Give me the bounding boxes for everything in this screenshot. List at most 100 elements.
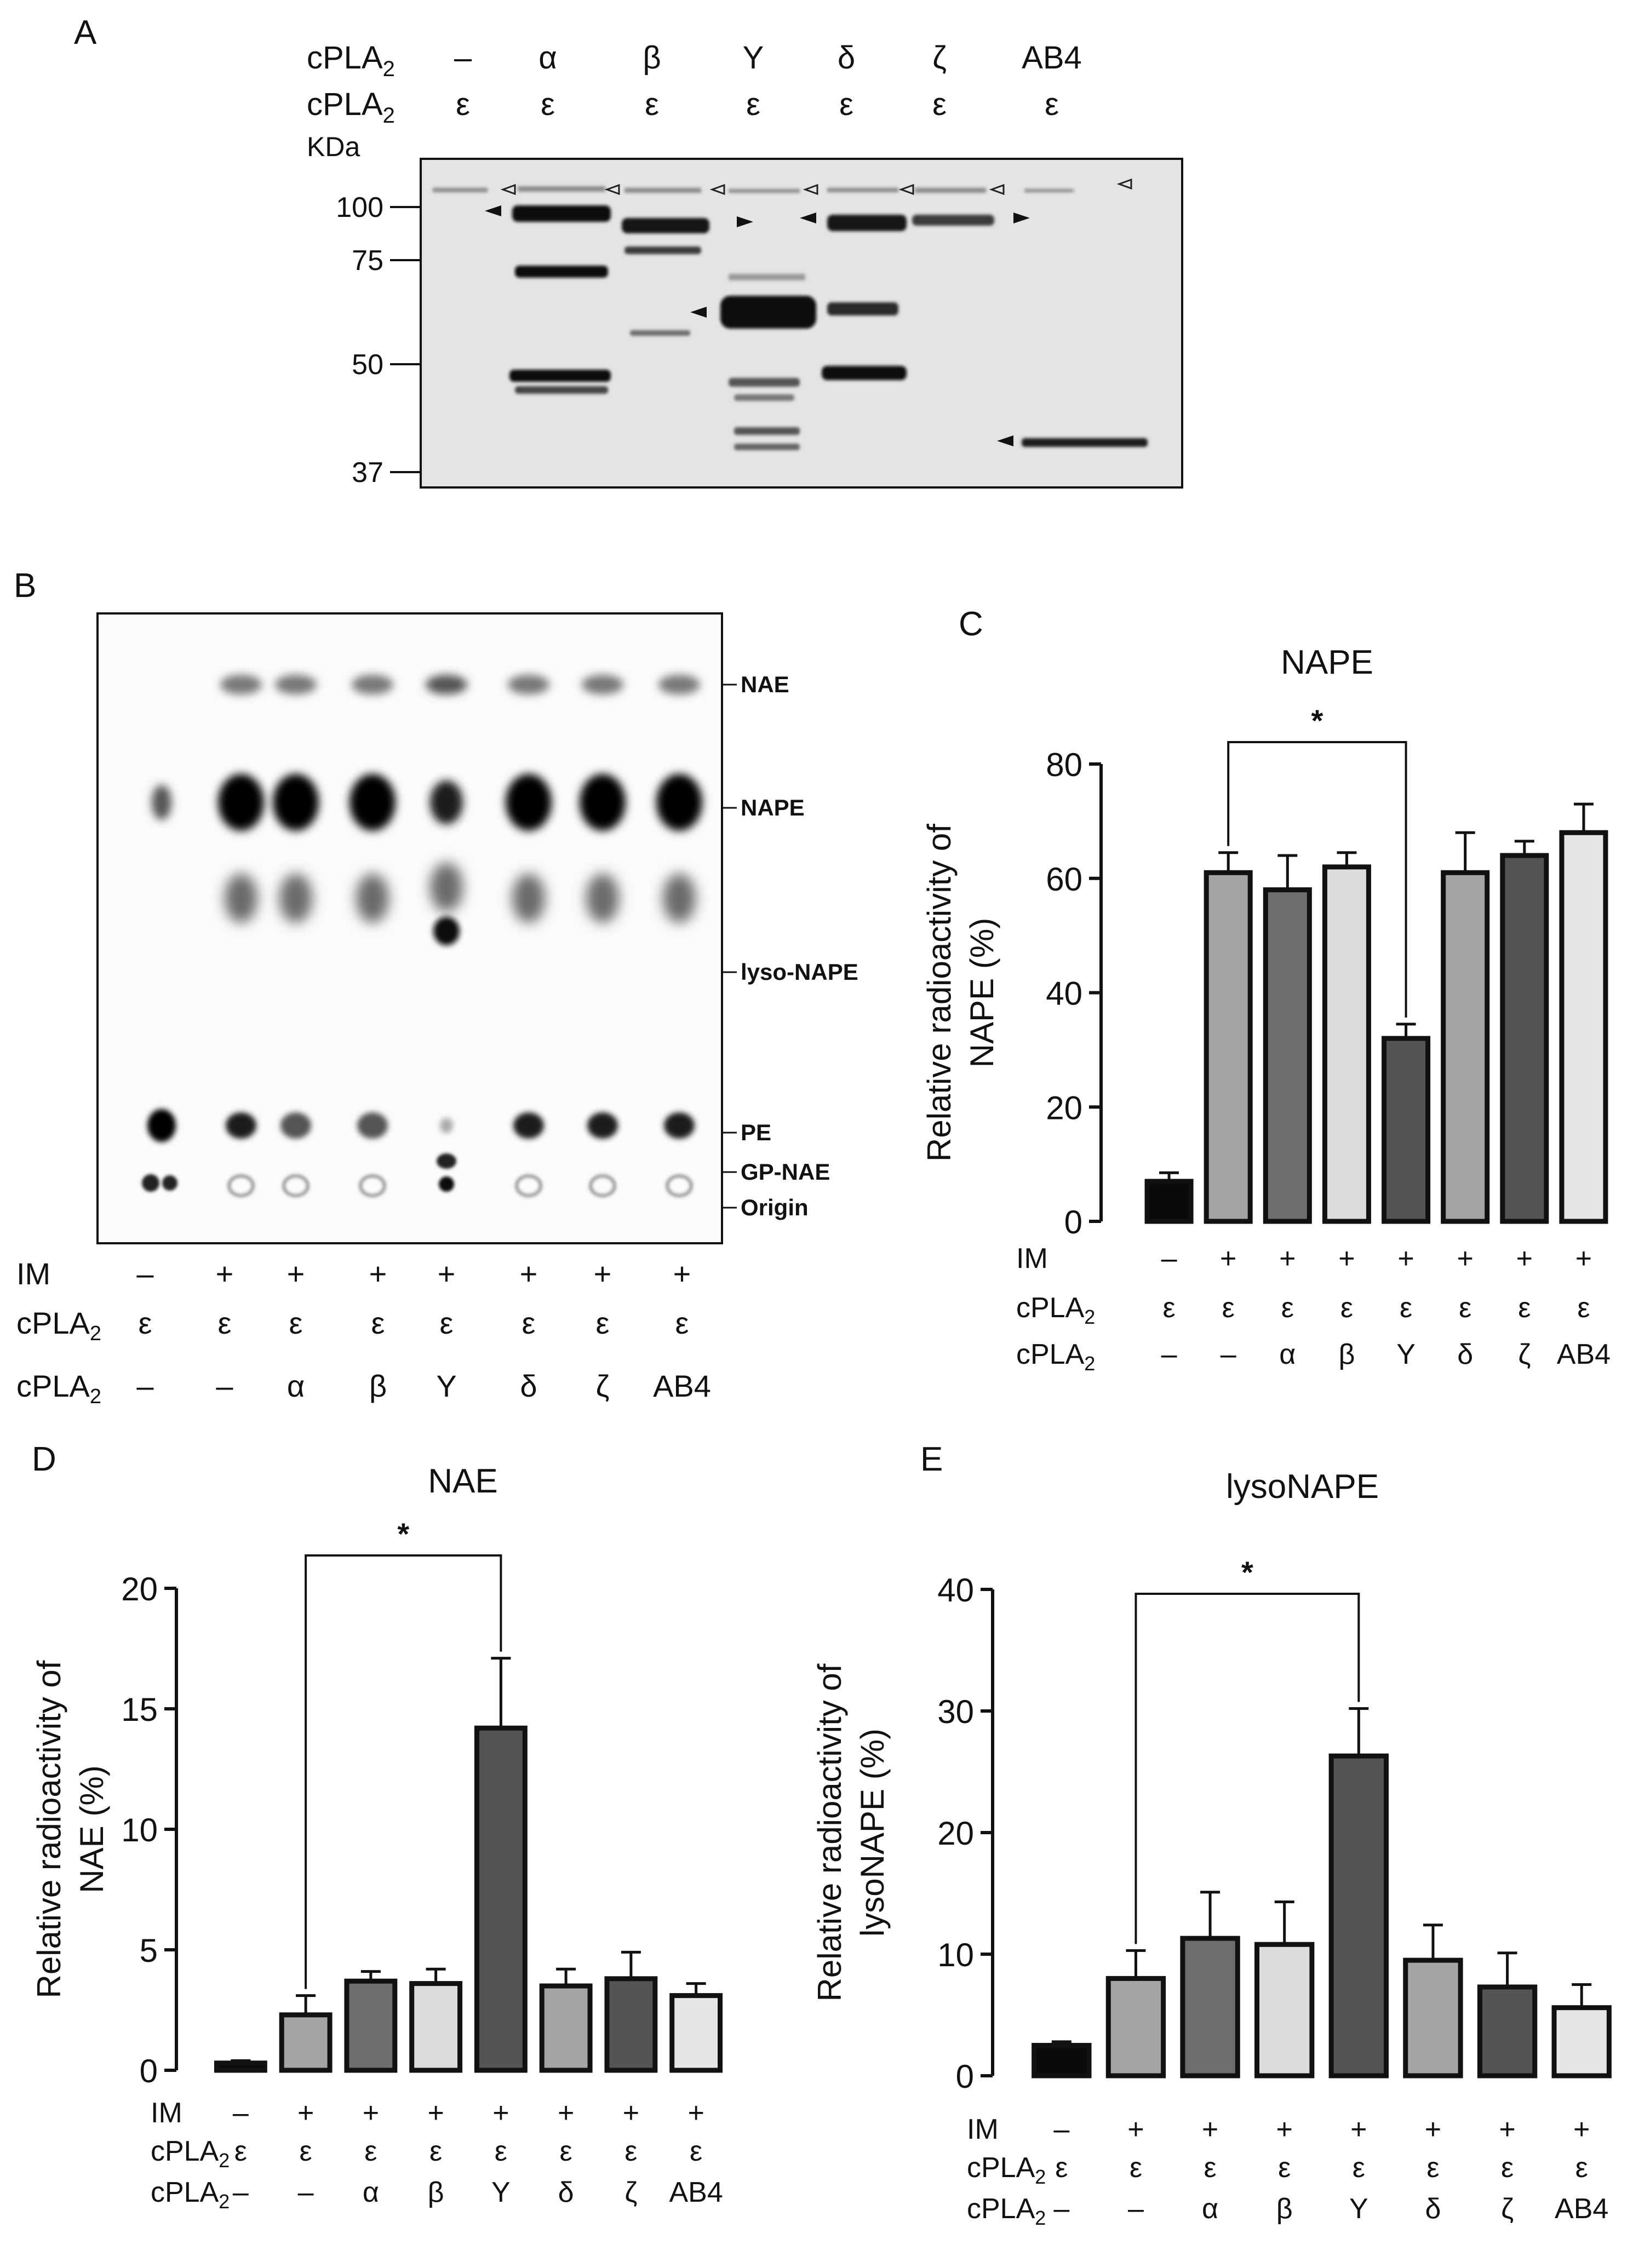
tlc-spot-nae (352, 675, 393, 694)
row-cell-cpla_x: δ (1457, 1339, 1473, 1370)
tlc-spot-pe (587, 1112, 618, 1139)
tlc-spot-nae (275, 675, 317, 694)
mw-marker-label: 37 (352, 457, 383, 489)
tlc-spot-lyso-nape (356, 874, 389, 923)
row-label-cpla-sub: 2 (1035, 2207, 1046, 2229)
row-cell-im: + (1516, 1243, 1533, 1274)
tlc-cpla-x-cell: ζ (596, 1369, 610, 1403)
row-cell-cpla_x: – (1053, 2193, 1069, 2225)
tlc-im-cell: + (520, 1256, 538, 1291)
tlc-spot-lyso-nape (512, 874, 545, 923)
tlc-spot-nape (506, 774, 552, 831)
row-cell-cpla_x: δ (1425, 2193, 1441, 2225)
row-cell-im: + (1279, 1243, 1296, 1274)
tlc-spot-nae (220, 675, 262, 694)
tlc-im-cell: + (673, 1256, 691, 1291)
y-axis-label-line1: Relative radioactivity of (811, 1663, 848, 2001)
tlc-spot-nape (218, 774, 264, 831)
tlc-spot-pe (664, 1112, 695, 1139)
row-label-cpla: cPLA2 (151, 2177, 230, 2213)
bar (214, 2060, 267, 2073)
tlc-band-label: NAPE (741, 795, 805, 820)
tlc-row-label-cpla-sub: 2 (90, 1385, 101, 1408)
blot-row2-cell: ε (541, 87, 555, 122)
row-cell-cpla_e: ε (1281, 1292, 1294, 1324)
panel-label-b: B (14, 567, 36, 605)
tlc-row-label-cpla-text: cPLA (16, 1369, 90, 1403)
tlc-row-label-cpla-sub: 2 (90, 1322, 101, 1345)
bar (1551, 2005, 1612, 2078)
row-label-cpla-sub: 2 (1084, 1306, 1095, 1328)
row-cell-cpla_e: ε (1353, 2152, 1365, 2184)
row-cell-cpla_x: – (1128, 2193, 1144, 2225)
bar (1500, 853, 1549, 1224)
y-tick-label: 20 (937, 1815, 974, 1852)
tlc-im-cell: – (136, 1256, 154, 1291)
row-cell-cpla_e: ε (1501, 2152, 1514, 2184)
row-cell-cpla_e: ε (1400, 1292, 1412, 1324)
y-tick-label: 30 (937, 1693, 974, 1730)
row-cell-im: – (233, 2097, 249, 2129)
row-cell-cpla_x: β (1338, 1339, 1355, 1370)
blot-row2-cell: ε (839, 87, 853, 122)
y-axis-label-line1: Relative radioactivity of (31, 1660, 67, 1998)
row-cell-im: – (1053, 2114, 1069, 2145)
y-tick-label: 0 (140, 2053, 158, 2089)
blot-row2-cell: ε (645, 87, 659, 122)
tlc-spot-nae (658, 675, 700, 694)
tlc-cpla-x-cell: – (216, 1369, 233, 1403)
blot-row2-label: cPLA2 (307, 87, 395, 128)
bar (669, 1993, 723, 2073)
tlc-row-label-cpla-text: cPLA (16, 1306, 90, 1340)
y-tick-label: 20 (121, 1571, 158, 1607)
row-cell-cpla_e: ε (300, 2135, 312, 2167)
bar (604, 1976, 658, 2073)
tlc-spot-lyso-nape-gamma (433, 917, 460, 945)
blot-row1-cell: ζ (932, 40, 947, 76)
y-tick-label: 0 (956, 2058, 974, 2095)
row-cell-cpla_x: AB4 (1557, 1339, 1611, 1370)
row-cell-im: + (492, 2097, 509, 2129)
blot-mw-markers: 100 75 50 37 (336, 192, 421, 489)
chart-title: NAE (428, 1462, 497, 1500)
tlc-band-labels: NAE NAPE lyso-NAPE PE GP-NAE Origin (722, 671, 858, 1220)
tlc-spot-origin (515, 1174, 542, 1197)
tlc-spot-origin (589, 1174, 616, 1197)
row-label-cpla: cPLA2 (1016, 1339, 1095, 1375)
y-tick-label: 80 (1046, 747, 1082, 783)
row-cell-cpla_e: ε (1518, 1292, 1531, 1324)
tlc-cpla-e-cell: ε (371, 1306, 385, 1340)
tlc-cpla-x-cell: Y (436, 1369, 456, 1403)
tlc-spot-origin (666, 1174, 693, 1197)
y-tick-label: 10 (937, 1937, 974, 1973)
bar (1180, 1936, 1240, 2078)
row-cell-cpla_e: ε (1055, 2152, 1068, 2184)
tlc-spot-pe (280, 1112, 311, 1139)
y-axis-label-line2: lysoNAPE (%) (854, 1729, 891, 1937)
row-cell-cpla_x: AB4 (669, 2177, 723, 2208)
row-cell-cpla_x: α (363, 2177, 379, 2208)
row-cell-cpla_x: β (428, 2177, 444, 2208)
mw-marker-label: 50 (352, 349, 383, 381)
row-cell-cpla_e: ε (1575, 2152, 1588, 2184)
row-cell-im: + (1573, 2114, 1590, 2145)
bar (1403, 1957, 1463, 2078)
row-cell-cpla_e: ε (1222, 1292, 1235, 1324)
panel-c: C NAPE 0 20 40 60 80 Relative radioactivity of… (921, 605, 1611, 1375)
mw-marker-label: 100 (336, 192, 383, 223)
row-cell-im: + (1350, 2114, 1367, 2145)
tlc-cpla-x-cell: β (369, 1369, 387, 1403)
tlc-cpla-e-cell: ε (440, 1306, 454, 1340)
row-cell-cpla_e: ε (364, 2135, 377, 2167)
row-label-im: IM (151, 2097, 182, 2129)
y-axis-label-line2: NAPE (%) (964, 918, 1000, 1067)
tlc-spot-nape (656, 774, 702, 831)
panel-label-a: A (74, 14, 97, 51)
row-cell-cpla_e: ε (1577, 1292, 1590, 1324)
row-cell-cpla_x: β (1276, 2193, 1293, 2225)
bar (539, 1983, 593, 2073)
bar (1032, 2043, 1092, 2078)
